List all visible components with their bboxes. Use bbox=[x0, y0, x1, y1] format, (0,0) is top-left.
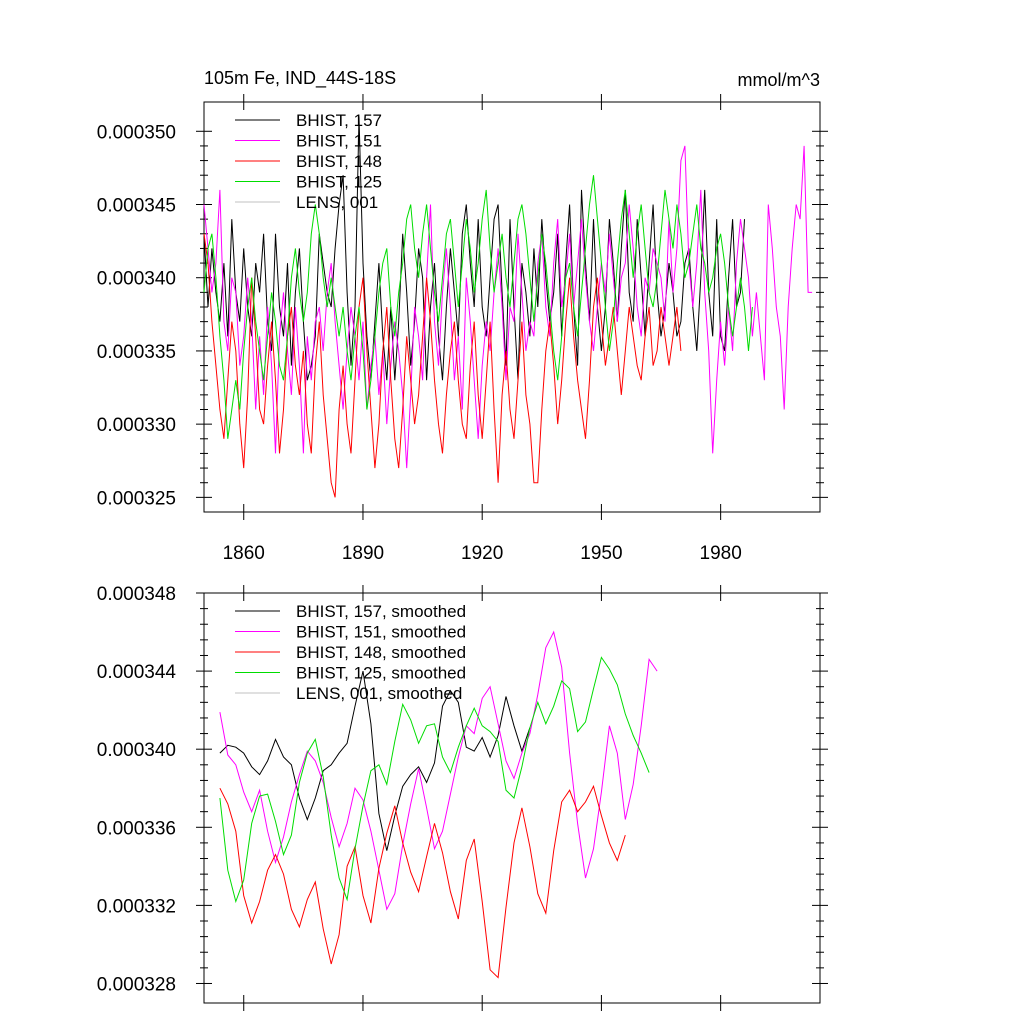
legend-label: BHIST, 151, smoothed bbox=[296, 623, 466, 642]
y-tick-label: 0.000325 bbox=[97, 488, 176, 509]
legend-label: BHIST, 157, smoothed bbox=[296, 602, 466, 621]
legend-label: BHIST, 151 bbox=[296, 132, 382, 151]
y-tick-label: 0.000348 bbox=[97, 584, 176, 605]
bottom-panel: 0.000328 0.000332 0.000336 0.000340 0.000344… bbox=[97, 584, 828, 1011]
y-tick-label: 0.000350 bbox=[97, 122, 176, 143]
legend-label: LENS, 001, smoothed bbox=[296, 684, 462, 703]
y-tick-label: 0.000340 bbox=[97, 740, 176, 761]
x-tick-label: 1980 bbox=[700, 543, 742, 564]
series-line-0 bbox=[219, 670, 531, 851]
legend-label: BHIST, 125 bbox=[296, 173, 382, 192]
x-tick-label: 1890 bbox=[342, 543, 384, 564]
units-label: mmol/m^3 bbox=[738, 70, 820, 90]
series-line-1 bbox=[219, 630, 658, 911]
x-tick-label: 1860 bbox=[223, 543, 265, 564]
x-tick-label: 1950 bbox=[580, 543, 622, 564]
y-tick-label: 0.000344 bbox=[97, 662, 177, 683]
x-tick-label: 1920 bbox=[461, 543, 503, 564]
y-tick-label: 0.000330 bbox=[97, 415, 176, 436]
figure-title: 105m Fe, IND_44S-18S bbox=[204, 68, 396, 89]
legend-label: BHIST, 148, smoothed bbox=[296, 643, 466, 662]
series-line-3 bbox=[203, 175, 753, 439]
legend-label: BHIST, 148 bbox=[296, 152, 382, 171]
series-line-0 bbox=[203, 116, 745, 381]
y-tick-label: 0.000345 bbox=[97, 196, 176, 217]
legend-label: LENS, 001 bbox=[296, 193, 378, 212]
series-line-2 bbox=[219, 784, 626, 979]
y-tick-label: 0.000335 bbox=[97, 342, 176, 363]
y-tick-label: 0.000332 bbox=[97, 896, 176, 917]
y-tick-label: 0.000340 bbox=[97, 269, 176, 290]
legend-label: BHIST, 125, smoothed bbox=[296, 664, 466, 683]
y-tick-label: 0.000328 bbox=[97, 974, 176, 995]
plot-frame bbox=[203, 592, 821, 1004]
top-panel: 0.000325 0.000330 0.000335 0.000340 0.000345… bbox=[97, 94, 828, 564]
series-line-2 bbox=[203, 233, 682, 498]
series-line-3 bbox=[219, 656, 650, 904]
y-tick-label: 0.000336 bbox=[97, 818, 176, 839]
legend-label: BHIST, 157 bbox=[296, 111, 382, 130]
